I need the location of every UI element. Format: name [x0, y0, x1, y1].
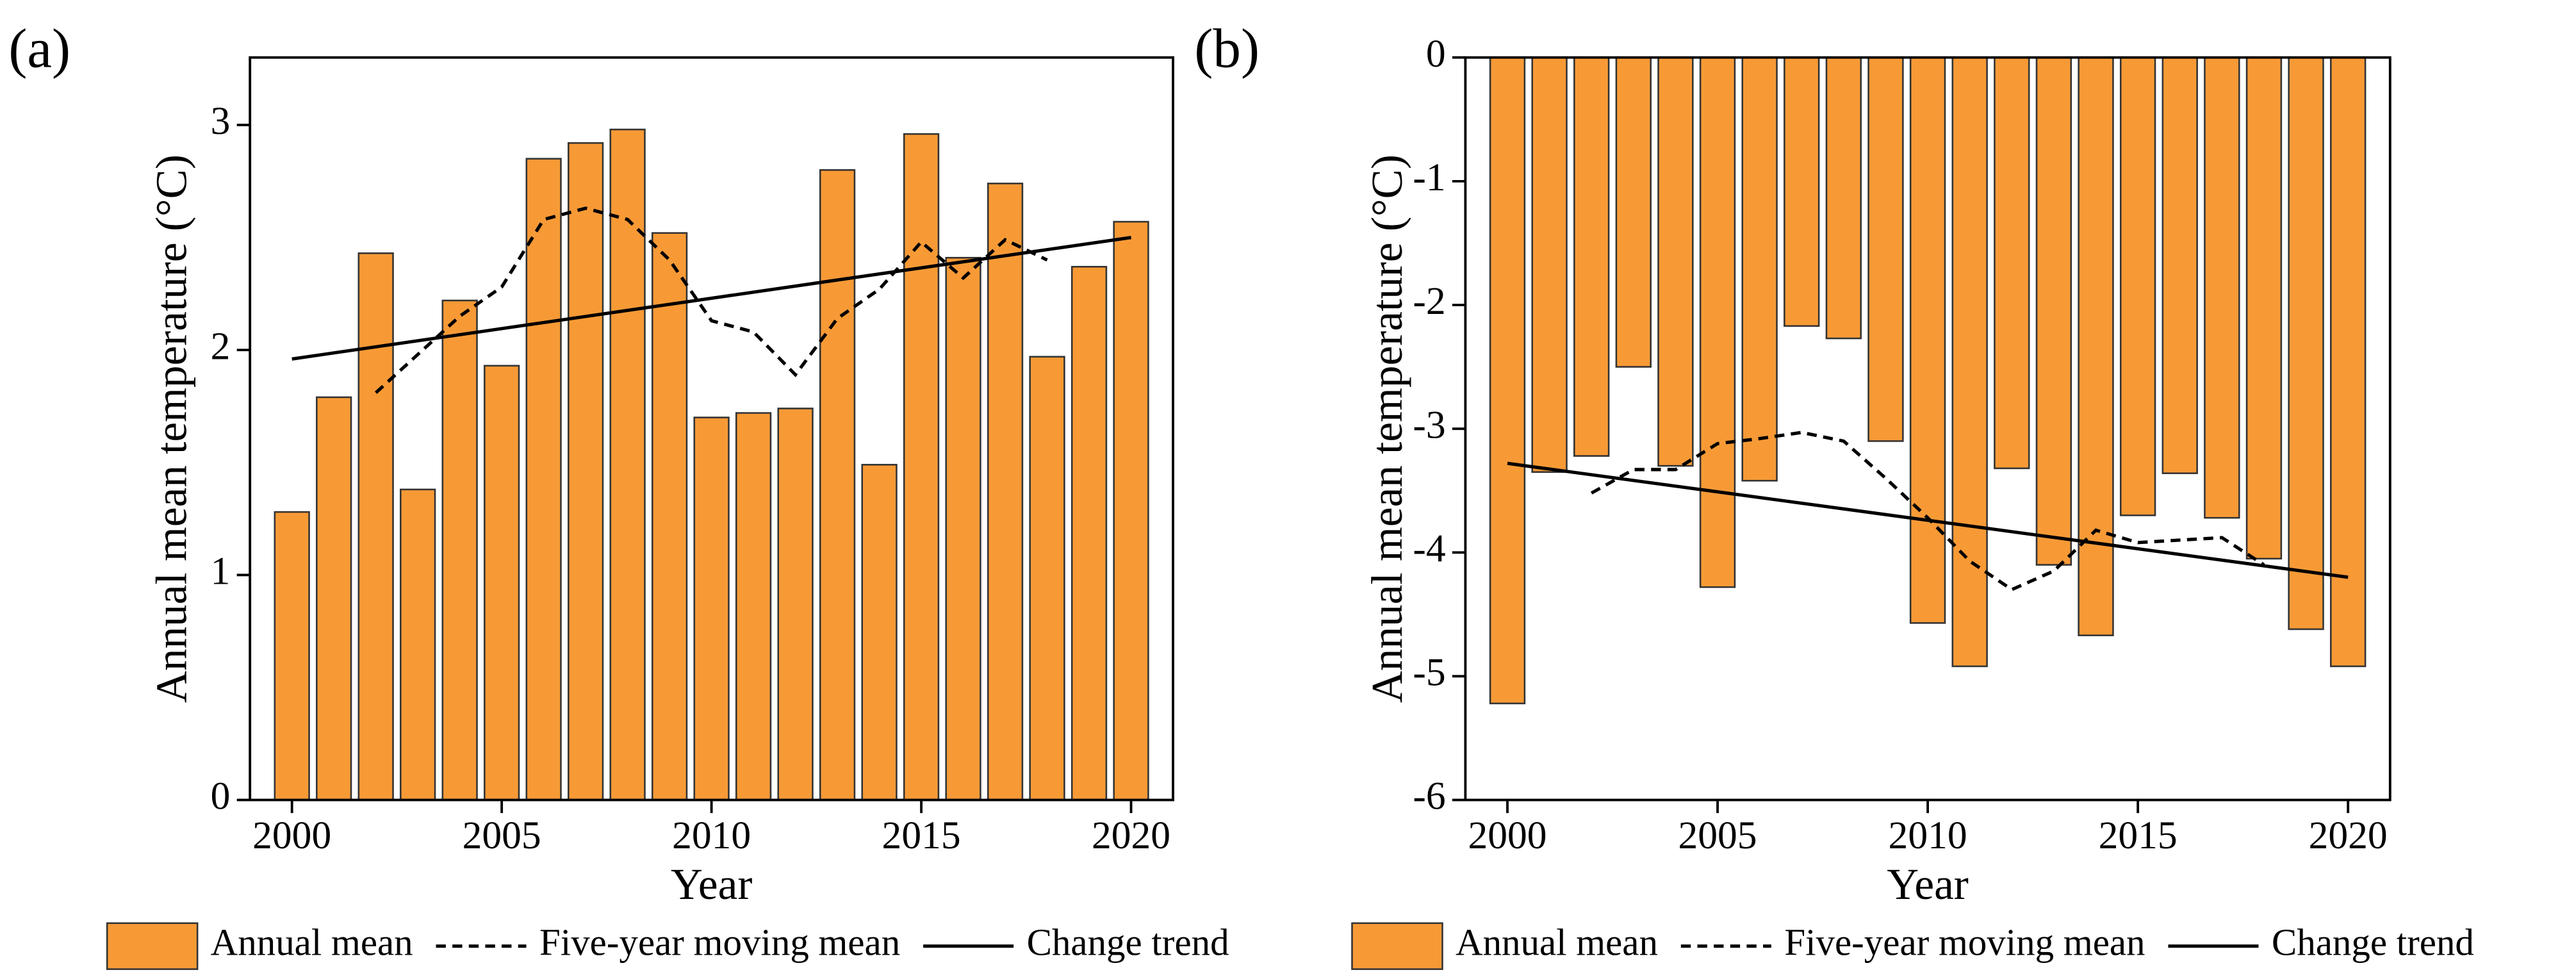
x-tick-label: 2010 — [672, 814, 751, 857]
x-tick-label: 2000 — [1468, 814, 1546, 857]
x-tick-label: 2020 — [2309, 814, 2388, 857]
y-tick-label: 2 — [211, 324, 231, 368]
legend-label: Annual mean — [211, 921, 413, 963]
y-tick-label: -3 — [1413, 403, 1445, 447]
bar — [609, 128, 646, 801]
bar — [2288, 56, 2324, 630]
y-tick-label: 3 — [211, 99, 231, 143]
legend-label: Annual mean — [1456, 921, 1658, 963]
legend-label: Change trend — [1027, 921, 1229, 963]
bar — [903, 133, 940, 801]
moving-mean-line — [374, 206, 1048, 394]
bar — [357, 252, 394, 801]
x-tick-label: 2020 — [1092, 814, 1170, 857]
x-tick-label: 2000 — [252, 814, 331, 857]
y-tick-label: -6 — [1413, 775, 1445, 818]
bar — [2078, 56, 2114, 636]
bar — [1071, 266, 1108, 801]
bar — [1867, 56, 1904, 442]
bar — [1615, 56, 1652, 368]
bar — [484, 365, 520, 801]
bar — [1029, 356, 1065, 801]
bar — [2245, 56, 2283, 560]
plot-frame — [1464, 56, 2391, 802]
y-tick-label: -4 — [1413, 527, 1445, 570]
bar — [1951, 56, 1988, 668]
legend-swatch — [1351, 922, 1443, 970]
bar — [1699, 56, 1736, 588]
bar — [2204, 56, 2240, 519]
y-tick-label: -5 — [1413, 651, 1445, 695]
y-tick-label: -1 — [1413, 156, 1445, 199]
legend-label: Five-year moving mean — [1784, 921, 2145, 963]
plot-frame — [249, 56, 1174, 802]
legend-label: Change trend — [2272, 921, 2474, 963]
x-tick-label: 2005 — [1678, 814, 1757, 857]
legend-label: Five-year moving mean — [539, 921, 900, 963]
trend-line — [291, 236, 1131, 361]
bar — [735, 412, 772, 801]
y-tick-label: 0 — [1426, 32, 1446, 76]
bar — [945, 256, 981, 801]
bar — [2162, 56, 2198, 474]
bar — [316, 396, 352, 801]
x-tick-label: 2015 — [2099, 814, 2178, 857]
bar — [1741, 56, 1778, 482]
bar — [2035, 56, 2072, 566]
bar — [987, 183, 1024, 801]
x-tick-label: 2015 — [882, 814, 961, 857]
trend-line — [1507, 461, 2349, 579]
x-tick-label: 2005 — [463, 814, 541, 857]
panel-label: (a) — [8, 17, 70, 79]
bar — [568, 142, 604, 801]
bar — [525, 158, 562, 801]
bar — [777, 407, 814, 801]
bar — [1489, 56, 1526, 705]
bar — [1784, 56, 1820, 327]
bar — [1909, 56, 1946, 624]
bar — [1573, 56, 1610, 457]
y-tick-label: -2 — [1413, 279, 1445, 323]
y-axis-title: Annual mean temperature (°C) — [1362, 154, 1411, 703]
x-axis-title: Year — [1887, 859, 1969, 909]
bar — [2119, 56, 2156, 516]
y-tick-label: 0 — [211, 775, 231, 818]
moving-mean-line — [1590, 431, 2265, 592]
y-tick-label: 1 — [211, 550, 231, 593]
bar — [2329, 56, 2367, 668]
bar — [1531, 56, 1568, 473]
bar — [1825, 56, 1862, 340]
bar — [651, 232, 688, 801]
x-axis-title: Year — [671, 859, 753, 909]
bar — [693, 416, 730, 801]
bar — [400, 488, 436, 801]
bar — [441, 299, 478, 801]
bar — [1994, 56, 2030, 470]
bar — [274, 511, 310, 801]
legend-swatch — [106, 922, 199, 970]
bar — [1113, 220, 1149, 801]
x-tick-label: 2010 — [1889, 814, 1967, 857]
bar — [819, 169, 856, 801]
panel-label: (b) — [1194, 17, 1259, 79]
bar — [861, 464, 898, 801]
y-axis-title: Annual mean temperature (°C) — [147, 154, 196, 703]
bar — [1657, 56, 1694, 467]
